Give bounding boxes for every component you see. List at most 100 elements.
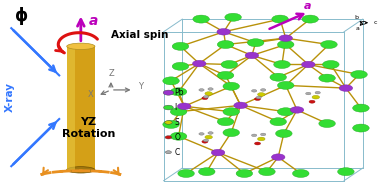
Bar [87, 46, 95, 170]
Circle shape [178, 169, 194, 177]
Circle shape [274, 61, 290, 68]
Circle shape [205, 135, 212, 139]
Circle shape [251, 89, 257, 92]
Circle shape [302, 61, 315, 68]
Circle shape [257, 93, 265, 96]
Circle shape [163, 121, 179, 128]
Circle shape [277, 41, 294, 49]
Text: YZ
Rotation: YZ Rotation [62, 117, 115, 139]
Circle shape [205, 92, 212, 95]
Circle shape [251, 134, 257, 137]
Circle shape [279, 35, 293, 41]
Circle shape [293, 169, 309, 177]
Circle shape [236, 169, 253, 177]
Circle shape [256, 96, 261, 99]
Circle shape [199, 89, 204, 91]
Circle shape [321, 41, 337, 49]
Text: C: C [175, 148, 180, 157]
Circle shape [271, 154, 285, 160]
Circle shape [259, 168, 275, 176]
Text: a: a [356, 26, 359, 31]
Circle shape [277, 81, 294, 89]
Text: b: b [355, 15, 359, 20]
Circle shape [254, 98, 260, 100]
Circle shape [217, 29, 231, 35]
Circle shape [223, 129, 240, 137]
Circle shape [245, 52, 259, 59]
Text: a: a [89, 14, 99, 28]
Circle shape [223, 108, 240, 116]
Circle shape [208, 88, 213, 90]
Circle shape [163, 90, 174, 95]
Text: X-ray: X-ray [5, 82, 14, 112]
Text: Axial spin: Axial spin [111, 30, 168, 40]
Circle shape [208, 132, 213, 134]
Circle shape [166, 151, 172, 154]
Circle shape [170, 108, 187, 116]
Circle shape [260, 89, 266, 91]
Circle shape [276, 130, 292, 137]
Text: X: X [88, 90, 93, 99]
Circle shape [302, 15, 318, 23]
Circle shape [164, 105, 174, 110]
Circle shape [339, 85, 353, 91]
Bar [67, 46, 75, 170]
Circle shape [312, 95, 319, 99]
Circle shape [272, 15, 288, 23]
Circle shape [254, 142, 260, 145]
Bar [67, 46, 95, 170]
Text: a: a [304, 1, 311, 11]
Circle shape [170, 88, 187, 96]
Circle shape [217, 41, 234, 49]
Circle shape [319, 74, 335, 82]
Circle shape [217, 118, 234, 126]
Circle shape [234, 102, 247, 109]
Circle shape [309, 100, 315, 103]
Circle shape [198, 168, 215, 176]
Text: ϕ: ϕ [15, 7, 28, 25]
Circle shape [353, 124, 369, 132]
Circle shape [225, 13, 242, 21]
Circle shape [172, 42, 189, 50]
Circle shape [193, 15, 209, 23]
Circle shape [177, 103, 191, 110]
Text: Z: Z [108, 69, 114, 78]
Circle shape [202, 140, 208, 143]
Text: c: c [374, 20, 378, 25]
Circle shape [270, 73, 287, 81]
Circle shape [199, 133, 204, 135]
Circle shape [165, 136, 172, 139]
Circle shape [290, 107, 304, 113]
Circle shape [338, 168, 354, 176]
Circle shape [221, 61, 238, 68]
Text: Y: Y [138, 82, 143, 91]
Circle shape [319, 120, 335, 127]
Circle shape [353, 104, 369, 112]
Circle shape [223, 82, 240, 90]
Text: I: I [175, 103, 177, 112]
Circle shape [277, 108, 294, 116]
Circle shape [203, 96, 209, 98]
Circle shape [322, 61, 339, 68]
Circle shape [203, 139, 209, 142]
Circle shape [257, 137, 265, 141]
Circle shape [172, 62, 189, 70]
Circle shape [163, 77, 179, 85]
Ellipse shape [67, 167, 95, 173]
Circle shape [217, 71, 234, 79]
Circle shape [202, 97, 208, 100]
Circle shape [211, 149, 225, 156]
Text: Pb: Pb [175, 88, 184, 97]
Circle shape [192, 60, 206, 67]
Circle shape [170, 132, 187, 140]
Circle shape [315, 91, 320, 94]
Circle shape [270, 118, 287, 126]
Circle shape [306, 92, 311, 95]
Circle shape [351, 70, 367, 78]
Circle shape [247, 39, 264, 47]
Circle shape [165, 121, 172, 124]
Text: O: O [175, 133, 180, 142]
Text: S: S [175, 118, 179, 127]
Ellipse shape [67, 43, 95, 49]
Circle shape [260, 133, 266, 136]
